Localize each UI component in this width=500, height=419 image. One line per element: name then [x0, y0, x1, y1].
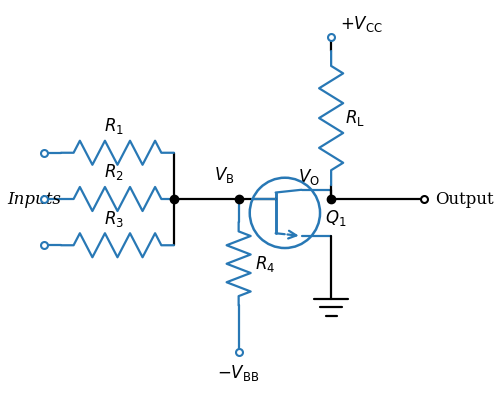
Text: $R_1$: $R_1$ [104, 116, 124, 136]
Text: $-V_{\rm BB}$: $-V_{\rm BB}$ [218, 363, 260, 383]
Text: $R_4$: $R_4$ [256, 254, 276, 274]
Text: $R_3$: $R_3$ [104, 209, 124, 229]
Text: $R_{\rm L}$: $R_{\rm L}$ [345, 108, 365, 128]
Text: $V_{\rm B}$: $V_{\rm B}$ [214, 165, 234, 185]
Text: $V_{\rm O}$: $V_{\rm O}$ [298, 167, 320, 187]
Text: $+V_{\rm CC}$: $+V_{\rm CC}$ [340, 14, 384, 34]
Text: Inputs: Inputs [8, 191, 62, 207]
Text: $Q_1$: $Q_1$ [324, 207, 346, 228]
Text: $R_2$: $R_2$ [104, 162, 124, 182]
Text: Output: Output [434, 191, 494, 207]
